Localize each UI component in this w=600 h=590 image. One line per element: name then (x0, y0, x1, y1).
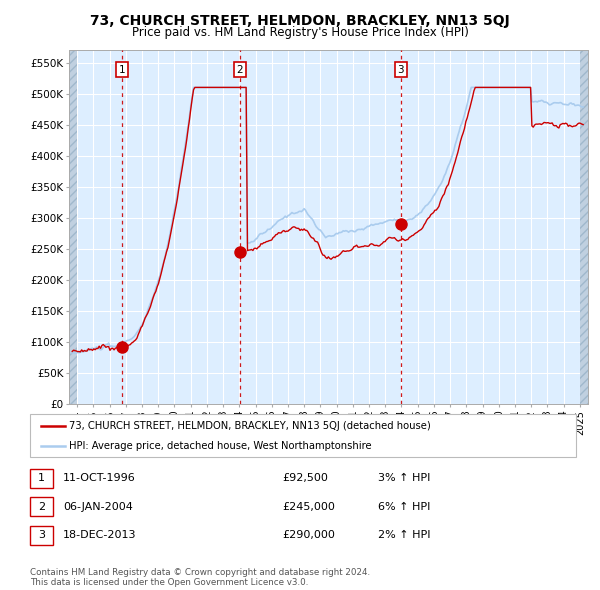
Text: 06-JAN-2004: 06-JAN-2004 (63, 502, 133, 512)
Text: 18-DEC-2013: 18-DEC-2013 (63, 530, 137, 540)
Text: 73, CHURCH STREET, HELMDON, BRACKLEY, NN13 5QJ: 73, CHURCH STREET, HELMDON, BRACKLEY, NN… (90, 14, 510, 28)
Text: 11-OCT-1996: 11-OCT-1996 (63, 474, 136, 483)
Text: £290,000: £290,000 (282, 530, 335, 540)
Text: Contains HM Land Registry data © Crown copyright and database right 2024.
This d: Contains HM Land Registry data © Crown c… (30, 568, 370, 587)
Text: 6% ↑ HPI: 6% ↑ HPI (378, 502, 430, 512)
Text: 3% ↑ HPI: 3% ↑ HPI (378, 474, 430, 483)
Text: 2: 2 (38, 502, 45, 512)
Text: 3: 3 (398, 65, 404, 74)
Text: 2: 2 (236, 65, 243, 74)
Text: 2% ↑ HPI: 2% ↑ HPI (378, 530, 431, 540)
Text: HPI: Average price, detached house, West Northamptonshire: HPI: Average price, detached house, West… (69, 441, 371, 451)
Bar (69, 50, 77, 404)
Text: 1: 1 (119, 65, 125, 74)
Text: 73, CHURCH STREET, HELMDON, BRACKLEY, NN13 5QJ (detached house): 73, CHURCH STREET, HELMDON, BRACKLEY, NN… (69, 421, 431, 431)
Bar (580, 50, 588, 404)
Text: £92,500: £92,500 (282, 474, 328, 483)
Text: Price paid vs. HM Land Registry's House Price Index (HPI): Price paid vs. HM Land Registry's House … (131, 26, 469, 39)
Text: 3: 3 (38, 530, 45, 540)
Text: 1: 1 (38, 474, 45, 483)
Text: £245,000: £245,000 (282, 502, 335, 512)
